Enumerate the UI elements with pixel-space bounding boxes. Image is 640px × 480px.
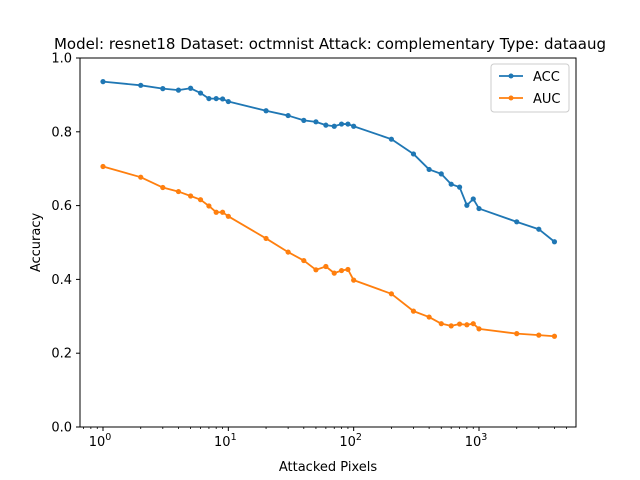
data-point-auc	[323, 263, 329, 270]
data-point-auc	[470, 321, 476, 327]
data-point-auc	[225, 213, 231, 219]
y-tick-label: 1.0	[51, 52, 72, 67]
y-tick-label: 0.0	[51, 421, 72, 436]
data-point-auc	[551, 333, 558, 339]
data-point-auc	[456, 321, 463, 327]
data-point-auc	[138, 174, 144, 180]
data-point-acc	[285, 112, 291, 119]
plot-area	[100, 79, 558, 339]
data-point-acc	[225, 98, 231, 105]
data-point-auc	[464, 322, 470, 328]
data-point-acc	[410, 151, 417, 157]
data-point-auc	[536, 332, 542, 338]
x-axis: 100 101 102 103	[83, 427, 568, 450]
data-point-auc	[448, 323, 454, 329]
data-point-acc	[331, 123, 337, 129]
x-tick-label: 100	[89, 432, 112, 450]
data-point-auc	[175, 188, 182, 195]
data-point-auc	[160, 184, 166, 191]
data-point-acc	[197, 90, 204, 96]
data-point-auc	[100, 163, 106, 170]
data-point-acc	[536, 226, 542, 232]
legend-marker-auc	[508, 95, 514, 101]
data-point-auc	[345, 266, 351, 273]
data-point-acc	[188, 85, 194, 91]
data-point-auc	[219, 209, 226, 215]
data-point-auc	[514, 331, 520, 337]
data-point-acc	[426, 166, 432, 173]
legend-label-acc: ACC	[533, 70, 560, 85]
x-tick-label: 101	[214, 432, 237, 450]
data-point-auc	[285, 249, 291, 255]
y-tick-label: 0.8	[51, 125, 72, 140]
data-point-acc	[456, 184, 463, 190]
y-tick-label: 0.2	[51, 347, 72, 362]
data-point-acc	[448, 181, 454, 187]
data-point-auc	[188, 193, 194, 199]
data-point-auc	[410, 308, 417, 314]
data-point-acc	[345, 121, 351, 127]
data-point-acc	[160, 86, 166, 92]
data-point-auc	[213, 209, 219, 215]
y-axis-label: Accuracy	[29, 213, 44, 273]
data-point-acc	[313, 119, 319, 125]
data-point-acc	[338, 121, 345, 127]
data-point-auc	[476, 326, 482, 332]
chart-title: Model: resnet18 Dataset: octmnist Attack…	[54, 35, 606, 53]
data-point-auc	[388, 291, 394, 297]
data-point-acc	[323, 122, 329, 128]
y-axis: 0.0 0.2 0.4 0.6 0.8 1.0	[51, 52, 80, 436]
legend: ACC AUC	[490, 63, 570, 113]
legend-marker-acc	[508, 73, 514, 79]
legend-label-auc: AUC	[533, 92, 561, 107]
data-point-auc	[331, 270, 337, 276]
data-point-acc	[470, 196, 476, 202]
data-point-acc	[301, 117, 307, 123]
data-point-acc	[351, 123, 357, 129]
y-tick-label: 0.6	[51, 199, 72, 214]
data-point-acc	[263, 108, 269, 114]
data-point-acc	[213, 95, 219, 102]
data-point-acc	[100, 79, 106, 85]
y-tick-label: 0.4	[51, 273, 72, 288]
data-point-auc	[313, 267, 319, 273]
data-point-auc	[206, 203, 212, 209]
data-point-acc	[138, 82, 144, 88]
data-point-acc	[551, 239, 558, 245]
data-point-auc	[351, 277, 357, 283]
data-point-acc	[438, 171, 444, 177]
data-point-auc	[438, 321, 444, 327]
data-point-acc	[464, 202, 470, 208]
x-axis-label: Attacked Pixels	[279, 460, 377, 475]
data-point-auc	[197, 197, 204, 203]
x-tick-label: 102	[339, 432, 362, 450]
data-point-acc	[206, 95, 212, 102]
data-point-auc	[338, 267, 345, 274]
data-point-acc	[476, 205, 482, 212]
series-line-auc	[102, 165, 555, 338]
data-point-acc	[219, 96, 226, 102]
data-point-auc	[301, 257, 307, 264]
series-line-acc	[102, 80, 556, 243]
x-tick-label: 103	[465, 432, 488, 450]
data-point-acc	[175, 87, 182, 93]
data-point-acc	[388, 136, 394, 142]
data-point-acc	[514, 219, 520, 225]
axes-frame	[79, 57, 577, 428]
data-point-auc	[263, 235, 269, 242]
data-point-auc	[426, 314, 432, 320]
